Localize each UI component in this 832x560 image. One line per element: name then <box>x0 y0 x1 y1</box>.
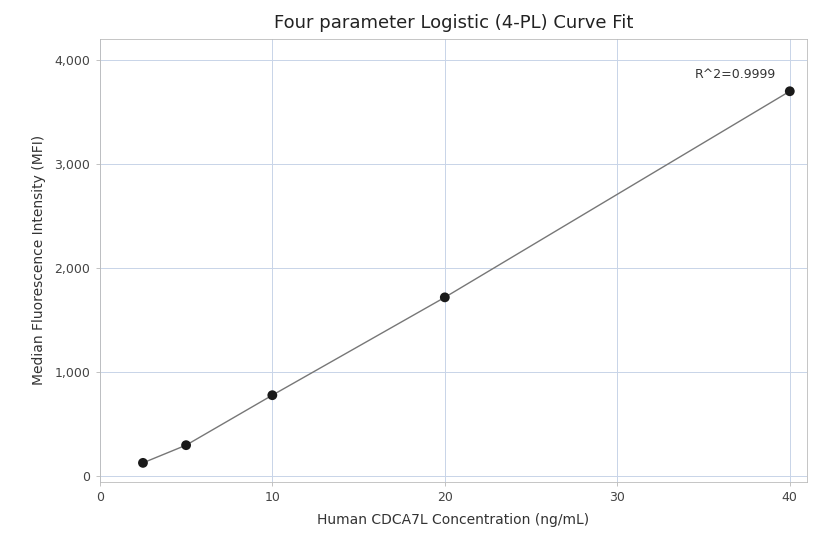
Point <box>180 441 193 450</box>
Point <box>783 87 796 96</box>
Y-axis label: Median Fluorescence Intensity (MFI): Median Fluorescence Intensity (MFI) <box>32 136 46 385</box>
Point <box>265 391 279 400</box>
Title: Four parameter Logistic (4-PL) Curve Fit: Four parameter Logistic (4-PL) Curve Fit <box>274 14 633 32</box>
X-axis label: Human CDCA7L Concentration (ng/mL): Human CDCA7L Concentration (ng/mL) <box>317 512 590 526</box>
Text: R^2=0.9999: R^2=0.9999 <box>695 68 776 81</box>
Point <box>136 459 150 468</box>
Point <box>438 293 452 302</box>
